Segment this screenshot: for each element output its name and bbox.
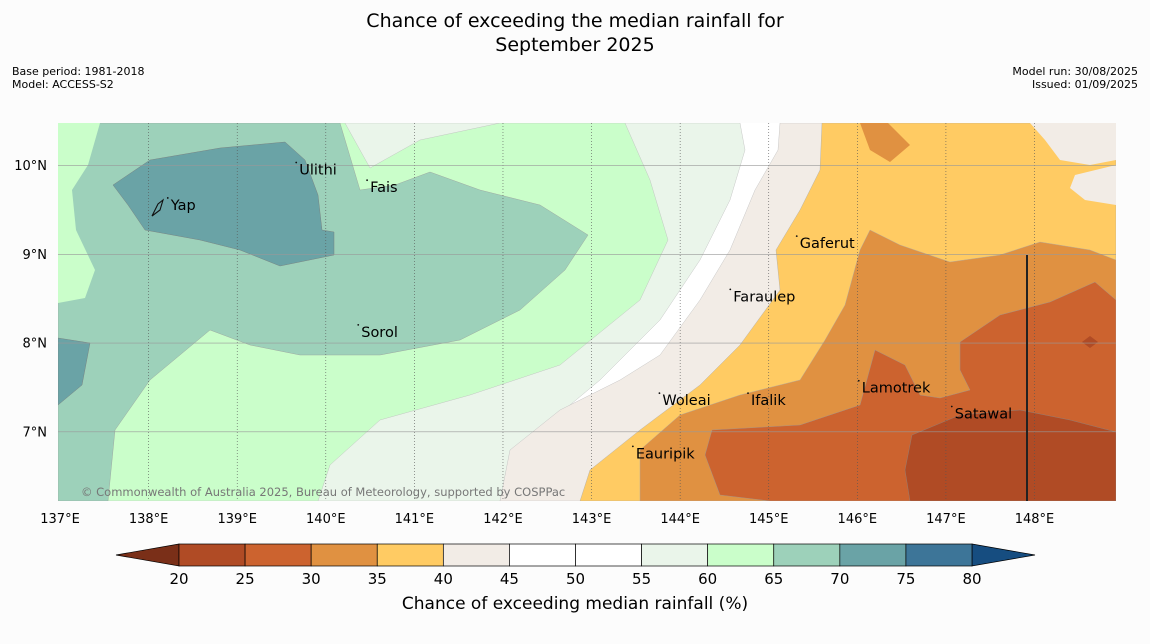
model-label: Model: ACCESS-S2: [12, 78, 114, 91]
chart-title: Chance of exceeding the median rainfall …: [0, 9, 1150, 57]
copyright-text: © Commonwealth of Australia 2025, Bureau…: [81, 485, 565, 499]
lat-tick-label: 7°N: [23, 425, 48, 440]
contour-70-75-west: [58, 337, 91, 406]
lat-tick-label: 10°N: [14, 159, 47, 174]
colorbar-tick-label: 45: [500, 570, 519, 588]
colorbar-block: [773, 543, 841, 567]
colorbar-block: [575, 543, 642, 567]
island-marker: [950, 405, 953, 408]
contour-20-25-e: [1082, 336, 1098, 348]
lon-tick-label: 142°E: [483, 512, 523, 527]
lon-tick-label: 138°E: [129, 512, 169, 527]
colorbar-extend-high: [971, 543, 1036, 567]
grid-lines: [148, 123, 1035, 501]
title-line-2: September 2025: [495, 34, 655, 56]
island-marker: [357, 323, 360, 326]
contour-70-75: [112, 141, 335, 267]
place-label: Yap: [170, 198, 196, 214]
lon-tick-label: 144°E: [660, 512, 700, 527]
colorbar-tick-label: 65: [764, 570, 783, 588]
colorbar-blocks: 20 25 30 35 40 45 50 55 60 65 70 75 80: [115, 543, 1036, 588]
island-marker: [295, 161, 298, 164]
colorbar-tick-label: 60: [698, 570, 717, 588]
title-line-1: Chance of exceeding the median rainfall …: [366, 10, 784, 32]
map-fill: [58, 123, 1116, 501]
colorbar-block: [178, 543, 246, 567]
colorbar-block: [509, 543, 576, 567]
lon-tick-label: 137°E: [40, 512, 80, 527]
meta-left: Base period: 1981-2018 Model: ACCESS-S2: [12, 65, 144, 91]
colorbar-tick-label: 80: [962, 570, 981, 588]
axis-ticks: 137°E 138°E 139°E 140°E 141°E 142°E 143°E 144°E…: [14, 159, 1054, 527]
lon-tick-label: 148°E: [1015, 512, 1055, 527]
colorbar-block: [707, 543, 775, 567]
place-label: Ulithi: [299, 162, 337, 178]
colorbar-block: [376, 543, 444, 567]
lon-tick-label: 139°E: [217, 512, 257, 527]
colorbar-tick-label: 55: [632, 570, 651, 588]
colorbar-tick-label: 30: [302, 570, 321, 588]
island-marker: [795, 235, 798, 238]
colorbar-tick-label: 20: [169, 570, 188, 588]
lon-tick-label: 143°E: [572, 512, 612, 527]
colorbar-tick-label: 50: [566, 570, 585, 588]
lon-tick-label: 140°E: [306, 512, 346, 527]
place-label: Satawal: [955, 406, 1012, 422]
colorbar-tick-label: 25: [236, 570, 255, 588]
island-marker: [658, 392, 661, 395]
contour-40-45-ne2: [1070, 165, 1116, 205]
lon-tick-label: 141°E: [395, 512, 435, 527]
colorbar-block: [905, 543, 973, 567]
colorbar-tick-label: 75: [896, 570, 915, 588]
colorbar-block: [442, 543, 510, 567]
place-label: Fais: [370, 180, 397, 196]
place-label: Faraulep: [733, 289, 795, 305]
island-marker: [631, 445, 634, 448]
lat-grid-lines: [58, 165, 1116, 433]
contour-30-35-n: [860, 123, 910, 162]
place-label: Gaferut: [800, 236, 855, 252]
colorbar-extend-low: [115, 543, 180, 567]
island-marker: [166, 197, 169, 199]
place-label: Eauripik: [636, 446, 695, 462]
issued-label: Issued: 01/09/2025: [1031, 78, 1138, 91]
colorbar-title: Chance of exceeding median rainfall (%): [402, 594, 748, 614]
contour-60-65-west: [58, 123, 100, 303]
lat-tick-label: 9°N: [23, 248, 48, 263]
lon-tick-label: 145°E: [749, 512, 789, 527]
rainfall-map: 137°E 138°E 139°E 140°E 141°E 142°E 143°E 144°E…: [14, 123, 1116, 527]
place-label: Ifalik: [751, 393, 786, 409]
place-label: Sorol: [361, 325, 398, 341]
colorbar-tick-label: 40: [434, 570, 453, 588]
lon-tick-label: 146°E: [838, 512, 878, 527]
lat-tick-label: 8°N: [23, 337, 48, 352]
colorbar-block: [310, 543, 378, 567]
lon-tick-label: 147°E: [926, 512, 966, 527]
island-marker: [366, 179, 368, 182]
place-label: Woleai: [662, 393, 710, 409]
place-label: Lamotrek: [862, 381, 931, 397]
island-marker: [857, 379, 860, 382]
place-labels: Yap Ulithi Fais Sorol Gaferut Faraulep Woleai I…: [166, 161, 1012, 462]
base-period-label: Base period: 1981-2018: [12, 65, 145, 78]
contour-20-25: [904, 409, 1116, 501]
colorbar-block: [244, 543, 312, 567]
island-marker: [747, 392, 749, 395]
model-run-label: Model run: 30/08/2025: [1012, 65, 1138, 78]
colorbar-block: [839, 543, 907, 567]
colorbar-block: [641, 543, 709, 567]
colorbar-tick-label: 35: [368, 570, 387, 588]
colorbar-tick-label: 70: [830, 570, 849, 588]
island-marker: [729, 288, 732, 291]
meta-right: Model run: 30/08/2025 Issued: 01/09/2025: [1012, 65, 1138, 91]
yap-island-outline: [151, 198, 165, 217]
contour-40-45-ne: [1030, 123, 1116, 165]
